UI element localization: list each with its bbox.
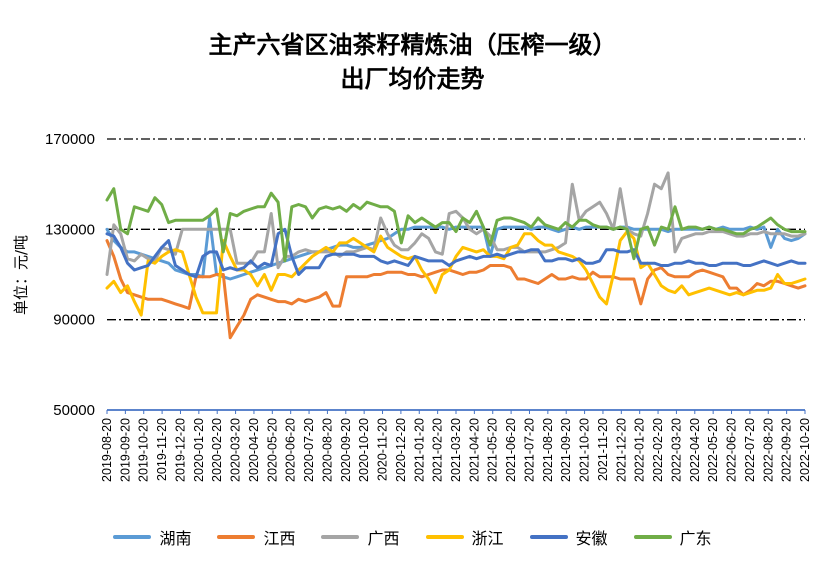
legend-label: 浙江 xyxy=(471,529,504,548)
legend-item: 广东 xyxy=(633,525,712,549)
x-tick-label: 2022-03-20 xyxy=(669,418,683,482)
x-tick-label: 2020-05-20 xyxy=(265,418,279,482)
y-tick-label: 170000 xyxy=(45,131,95,148)
x-tick-label: 2021-10-20 xyxy=(578,418,592,482)
legend-label: 湖南 xyxy=(159,529,192,548)
y-tick-label: 130000 xyxy=(45,221,95,238)
x-tick-label: 2021-09-20 xyxy=(559,418,573,482)
x-tick-label: 2021-06-20 xyxy=(504,418,518,482)
x-tick-label: 2022-07-20 xyxy=(743,418,757,482)
x-tick-label: 2020-07-20 xyxy=(302,418,316,482)
x-tick-label: 2022-06-20 xyxy=(725,418,739,482)
x-tick-label: 2019-12-20 xyxy=(173,418,187,482)
x-tick-label: 2020-10-20 xyxy=(357,418,371,482)
x-axis: 2019-08-20 2019-09-20 2019-10-20 2019-11-20… xyxy=(100,409,812,482)
x-tick-label: 2021-05-20 xyxy=(486,418,500,482)
series-line-浙江 xyxy=(105,230,807,317)
legend-label: 江西 xyxy=(263,529,296,548)
x-tick-label: 2022-01-20 xyxy=(633,418,647,482)
x-tick-label: 2020-06-20 xyxy=(284,418,298,482)
x-tick-label: 2019-11-20 xyxy=(155,418,169,481)
x-tick-label: 2022-09-20 xyxy=(780,418,794,482)
x-tick-label: 2021-11-20 xyxy=(596,418,610,481)
y-axis-label: 单位：元/吨 xyxy=(12,235,30,315)
chart-title-line-2: 出厂均价走势 xyxy=(340,65,485,93)
x-tick-label: 2022-08-20 xyxy=(761,418,775,482)
x-tick-label: 2020-08-20 xyxy=(320,418,334,482)
series-line-江西 xyxy=(105,239,807,340)
x-tick-label: 2022-02-20 xyxy=(651,418,665,482)
x-tick-label: 2021-04-20 xyxy=(467,418,481,482)
series-line-广西 xyxy=(105,171,807,276)
legend: 湖南 江西 广西 浙江 安徽 广东 xyxy=(0,526,825,548)
y-tick-label: 50000 xyxy=(53,402,95,419)
legend-label: 安徽 xyxy=(575,529,608,548)
x-tick-label: 2021-08-20 xyxy=(541,418,555,482)
legend-swatch xyxy=(113,535,152,539)
legend-swatch xyxy=(633,535,672,539)
legend-item: 湖南 xyxy=(113,525,191,549)
legend-swatch xyxy=(321,535,360,539)
x-tick-label: 2022-05-20 xyxy=(706,418,720,482)
x-tick-label: 2020-01-20 xyxy=(192,418,206,482)
legend-label: 广西 xyxy=(367,529,400,548)
legend-swatch xyxy=(529,535,568,539)
legend-swatch xyxy=(425,535,464,539)
x-tick-label: 2021-12-20 xyxy=(614,418,628,482)
x-tick-label: 2020-11-20 xyxy=(376,418,390,481)
x-tick-label: 2021-07-20 xyxy=(522,418,536,482)
x-tick-label: 2020-03-20 xyxy=(229,418,243,482)
chart-title: 主产六省区油茶籽精炼油（压榨一级） 出厂均价走势 xyxy=(0,28,825,96)
legend-label: 广东 xyxy=(679,529,712,548)
x-tick-label: 2020-04-20 xyxy=(247,418,261,482)
x-tick-label: 2020-02-20 xyxy=(210,418,224,482)
legend-item: 江西 xyxy=(217,525,295,549)
y-tick-label: 90000 xyxy=(53,312,95,329)
chart-title-line-1: 主产六省区油茶籽精炼油（压榨一级） xyxy=(208,31,617,59)
legend-swatch xyxy=(217,535,256,539)
x-tick-label: 2019-08-20 xyxy=(100,418,114,482)
x-tick-label: 2022-10-20 xyxy=(798,418,812,482)
x-tick-label: 2021-01-20 xyxy=(412,418,426,482)
legend-item: 浙江 xyxy=(425,525,504,549)
x-tick-label: 2021-03-20 xyxy=(449,418,463,482)
legend-item: 广西 xyxy=(321,525,400,549)
y-axis-ticks: 50000 90000 130000 170000 xyxy=(45,131,95,419)
x-tick-label: 2021-02-20 xyxy=(431,418,445,482)
x-tick-label: 2019-09-20 xyxy=(118,418,132,482)
legend-item: 安徽 xyxy=(529,525,608,549)
series-line-广东 xyxy=(105,187,807,263)
x-tick-label: 2020-09-20 xyxy=(339,418,353,482)
series-line-安徽 xyxy=(105,227,807,279)
x-tick-label: 2019-10-20 xyxy=(137,418,151,482)
series-lines xyxy=(105,171,807,340)
x-tick-label: 2020-12-20 xyxy=(394,418,408,482)
x-tick-label: 2022-04-20 xyxy=(688,418,702,482)
